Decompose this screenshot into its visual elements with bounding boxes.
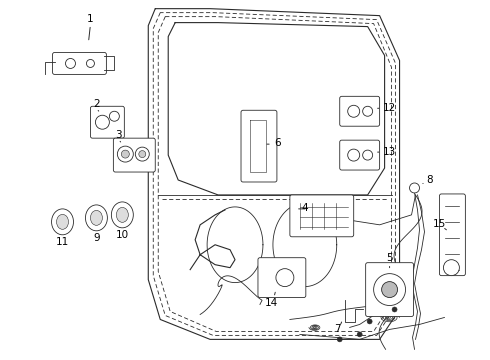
Text: 2: 2 xyxy=(93,99,100,109)
Circle shape xyxy=(374,274,406,306)
Circle shape xyxy=(410,183,419,193)
Circle shape xyxy=(357,332,362,337)
Circle shape xyxy=(363,150,372,160)
Text: 8: 8 xyxy=(426,175,433,185)
Ellipse shape xyxy=(116,207,128,222)
Ellipse shape xyxy=(111,202,133,228)
Text: 13: 13 xyxy=(383,147,396,157)
Text: 12: 12 xyxy=(383,103,396,113)
Text: 4: 4 xyxy=(301,203,308,213)
FancyBboxPatch shape xyxy=(52,53,106,75)
FancyBboxPatch shape xyxy=(91,106,124,138)
Circle shape xyxy=(122,150,129,158)
Text: 14: 14 xyxy=(265,297,278,307)
Circle shape xyxy=(135,147,149,161)
Ellipse shape xyxy=(56,214,69,229)
Circle shape xyxy=(337,337,342,342)
Circle shape xyxy=(348,149,360,161)
Text: 1: 1 xyxy=(87,14,94,24)
FancyBboxPatch shape xyxy=(440,194,466,276)
Circle shape xyxy=(118,146,133,162)
Circle shape xyxy=(443,260,460,276)
Ellipse shape xyxy=(85,205,107,231)
Text: 5: 5 xyxy=(386,253,393,263)
FancyBboxPatch shape xyxy=(241,110,277,182)
Circle shape xyxy=(382,282,397,298)
Circle shape xyxy=(139,150,146,158)
Ellipse shape xyxy=(51,209,74,235)
Text: 3: 3 xyxy=(115,130,122,140)
Text: 9: 9 xyxy=(93,233,100,243)
Circle shape xyxy=(276,269,294,287)
Ellipse shape xyxy=(91,210,102,225)
Circle shape xyxy=(96,115,109,129)
Circle shape xyxy=(367,319,372,324)
FancyBboxPatch shape xyxy=(258,258,306,298)
FancyBboxPatch shape xyxy=(113,138,155,172)
Text: 10: 10 xyxy=(116,230,129,240)
FancyBboxPatch shape xyxy=(290,195,354,237)
Circle shape xyxy=(109,111,120,121)
Circle shape xyxy=(86,59,95,67)
Text: 15: 15 xyxy=(433,219,446,229)
Text: 7: 7 xyxy=(334,324,341,334)
Circle shape xyxy=(363,106,372,116)
FancyBboxPatch shape xyxy=(340,96,380,126)
Text: 6: 6 xyxy=(274,138,281,148)
FancyBboxPatch shape xyxy=(366,263,414,316)
Circle shape xyxy=(66,58,75,68)
Circle shape xyxy=(392,307,397,312)
Circle shape xyxy=(348,105,360,117)
FancyBboxPatch shape xyxy=(340,140,380,170)
Text: 11: 11 xyxy=(56,237,69,247)
